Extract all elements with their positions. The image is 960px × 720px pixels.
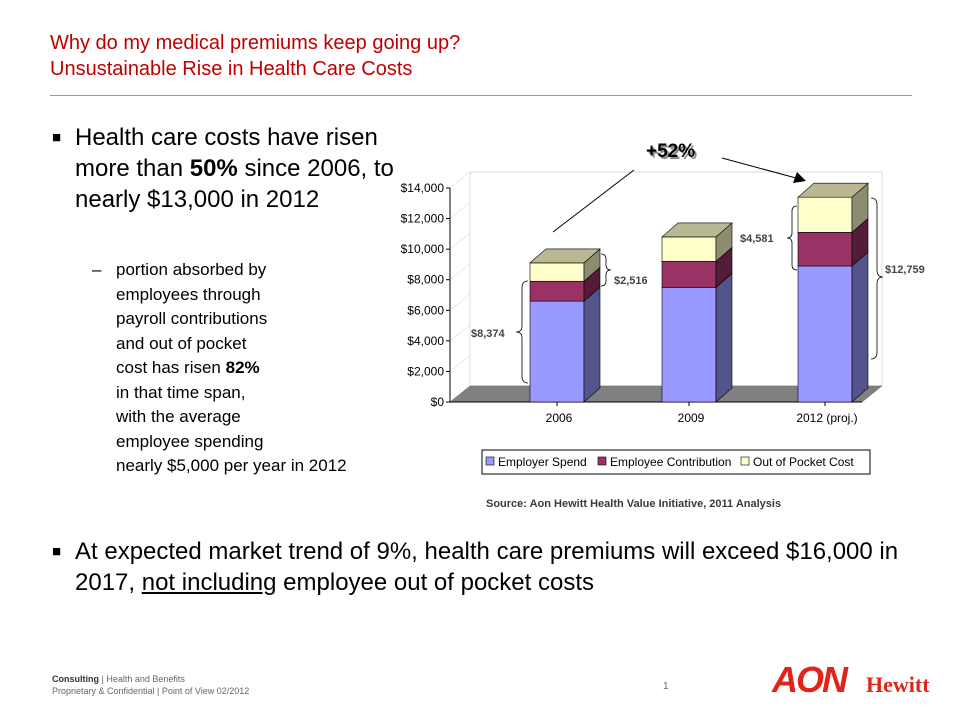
gridline [449, 171, 471, 189]
legend-swatch-2 [597, 456, 607, 466]
title-divider [50, 95, 912, 96]
bar-segment-3 [661, 236, 717, 262]
bar-top [529, 248, 601, 264]
brace-employee-2006 [600, 253, 612, 287]
title-line-2: Unsustainable Rise in Health Care Costs [50, 58, 413, 80]
label-total-2012: $12,759 [885, 264, 925, 276]
y-tick-label: $2,000 [407, 364, 444, 378]
aon-hewitt-logo: AON Hewitt [771, 660, 930, 700]
bullet-1-text-b: since 2006, to nearly $13,000 in 2012 [75, 155, 394, 213]
bar-top [797, 182, 869, 198]
brace-employee-2012 [786, 205, 798, 271]
legend-swatch-3 [740, 456, 750, 466]
bullet-2-underlined: not including [141, 569, 277, 596]
bullet-1-text: Health care costs have risen more than 5… [75, 122, 405, 215]
y-tick-label: $4,000 [407, 334, 444, 348]
footer-practice: | Health and Benefits [99, 674, 185, 684]
bar-side-1 [583, 286, 601, 403]
x-tick-label: 2009 [678, 411, 705, 425]
bullet-2-text-a: At expected market trend of 9%, health c… [75, 538, 899, 596]
gridline [449, 294, 471, 311]
sub-line-6: in that time span, [116, 382, 246, 402]
y-tick-label: $6,000 [407, 303, 444, 317]
bullet-marker-icon: ■ [52, 543, 62, 560]
brace-total-2006 [515, 280, 529, 384]
growth-label-shadow: +52% [648, 143, 697, 164]
growth-label: +52% [646, 141, 695, 162]
source-note: Source: Aon Hewitt Health Value Initiati… [486, 498, 782, 510]
bar-segment-1 [661, 287, 717, 403]
label-employee-2012: $4,581 [740, 233, 774, 245]
bar-top [661, 222, 733, 238]
sub-line-5-percent: 82% [225, 358, 260, 377]
bar-segment-2 [797, 232, 853, 267]
bullet-marker-icon: ■ [52, 129, 62, 146]
sub-line-7: with the average [116, 407, 241, 426]
logo-aon-text: AON [771, 660, 849, 700]
bullet-1-percent: 50% [189, 155, 238, 182]
y-tick-label: $14,000 [401, 181, 445, 195]
sub-bullet-dash: – [92, 260, 102, 279]
label-total-2006: $8,374 [471, 328, 506, 340]
legend-label-2: Employee Contribution [610, 455, 731, 469]
bar-side-1 [715, 272, 733, 403]
y-tick-label: $10,000 [401, 242, 445, 256]
bar-segment-2 [661, 261, 717, 288]
y-tick-label: $8,000 [407, 273, 444, 287]
legend-label-3: Out of Pocket Cost [753, 455, 854, 469]
sub-line-4: and out of pocket [116, 333, 247, 353]
gridline [449, 324, 471, 342]
footer-line-1: Consulting | Health and Benefits [52, 673, 249, 685]
legend-box [481, 449, 871, 475]
legend-swatch-1 [485, 456, 495, 466]
sub-line-9: nearly $5,000 per year in 2012 [116, 456, 347, 475]
page-number: 1 [663, 681, 669, 692]
x-tick-label: 2006 [546, 411, 573, 425]
footer-consulting: Consulting [52, 674, 99, 684]
bullet-1-text-a: Health care costs have risen more than [75, 124, 378, 182]
bar-side-1 [851, 251, 869, 403]
bar-segment-1 [797, 265, 853, 403]
bar-segment-1 [529, 300, 585, 403]
growth-line-left [552, 169, 635, 233]
bar-segment-3 [797, 196, 853, 233]
growth-line-right [721, 157, 797, 179]
slide-title: Why do my medical premiums keep going up… [50, 30, 460, 82]
legend-label-1: Employer Spend [498, 455, 587, 469]
gridline [449, 232, 471, 250]
sub-bullet-lines: portion absorbed by employees through pa… [116, 258, 347, 479]
sub-line-5-text: cost has risen [116, 358, 226, 377]
title-line-1: Why do my medical premiums keep going up… [50, 32, 461, 54]
sub-line-3: payroll contributions [116, 309, 268, 328]
sub-line-1: portion absorbed by [116, 260, 267, 279]
bullet-2-text: At expected market trend of 9%, health c… [75, 536, 915, 598]
gridline [449, 202, 471, 219]
footer: Consulting | Health and Benefits Proprie… [52, 673, 249, 697]
sub-line-5: cost has risen 82% [116, 356, 347, 381]
y-tick-label: $0 [431, 395, 445, 409]
x-tick-label: 2012 (proj.) [796, 411, 857, 425]
arrowhead-icon [793, 172, 806, 183]
bar-segment-2 [529, 280, 585, 302]
gridline [449, 263, 471, 280]
sub-line-8: employee spending [116, 431, 264, 451]
logo-hewitt-text: Hewitt [866, 672, 930, 697]
bullet-2-text-b: employee out of pocket costs [276, 569, 595, 596]
footer-line-2: Proprietary & Confidential | Point of Vi… [52, 686, 250, 696]
gridline [449, 355, 471, 372]
label-employee-2006: $2,516 [614, 275, 648, 287]
bar-segment-3 [529, 262, 585, 282]
sub-line-2: employees through [116, 284, 261, 304]
brace-total-2012 [870, 197, 884, 360]
y-tick-label: $12,000 [401, 212, 445, 226]
